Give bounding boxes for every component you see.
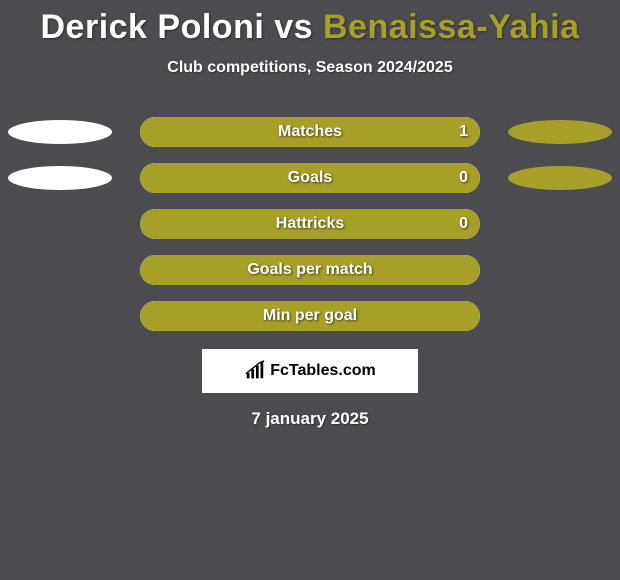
stat-label: Matches <box>278 123 342 141</box>
subtitle: Club competitions, Season 2024/2025 <box>0 59 620 77</box>
site-attribution: FcTables.com <box>202 349 418 393</box>
stat-bar: Goals 0 <box>140 163 480 193</box>
site-text: FcTables.com <box>270 362 376 380</box>
stat-bar: Goals per match <box>140 255 480 285</box>
stat-value-right: 0 <box>459 169 468 187</box>
stat-rows: Matches 1 Goals 0 Hattricks 0 Goals per match M… <box>0 117 620 331</box>
stat-label: Hattricks <box>276 215 344 233</box>
stat-row: Goals per match <box>0 255 620 285</box>
player-right-name: Benaissa-Yahia <box>323 8 579 46</box>
stat-value-right: 1 <box>459 123 468 141</box>
player-left-ellipse <box>8 120 112 144</box>
comparison-container: Derick Poloni vs Benaissa-Yahia Club com… <box>0 0 620 580</box>
stat-label: Min per goal <box>263 307 357 325</box>
chart-icon <box>244 360 266 382</box>
stat-row: Goals 0 <box>0 163 620 193</box>
stat-bar: Min per goal <box>140 301 480 331</box>
title-vs: vs <box>264 8 323 46</box>
page-title: Derick Poloni vs Benaissa-Yahia <box>0 0 620 47</box>
stat-value-right: 0 <box>459 215 468 233</box>
stat-row: Hattricks 0 <box>0 209 620 239</box>
stat-label: Goals <box>288 169 332 187</box>
player-right-ellipse <box>508 166 612 190</box>
player-right-ellipse <box>508 120 612 144</box>
player-left-ellipse <box>8 166 112 190</box>
stat-bar: Matches 1 <box>140 117 480 147</box>
player-left-name: Derick Poloni <box>41 8 265 46</box>
stat-row: Matches 1 <box>0 117 620 147</box>
stat-label: Goals per match <box>247 261 372 279</box>
stat-bar: Hattricks 0 <box>140 209 480 239</box>
date-text: 7 january 2025 <box>0 409 620 429</box>
stat-row: Min per goal <box>0 301 620 331</box>
